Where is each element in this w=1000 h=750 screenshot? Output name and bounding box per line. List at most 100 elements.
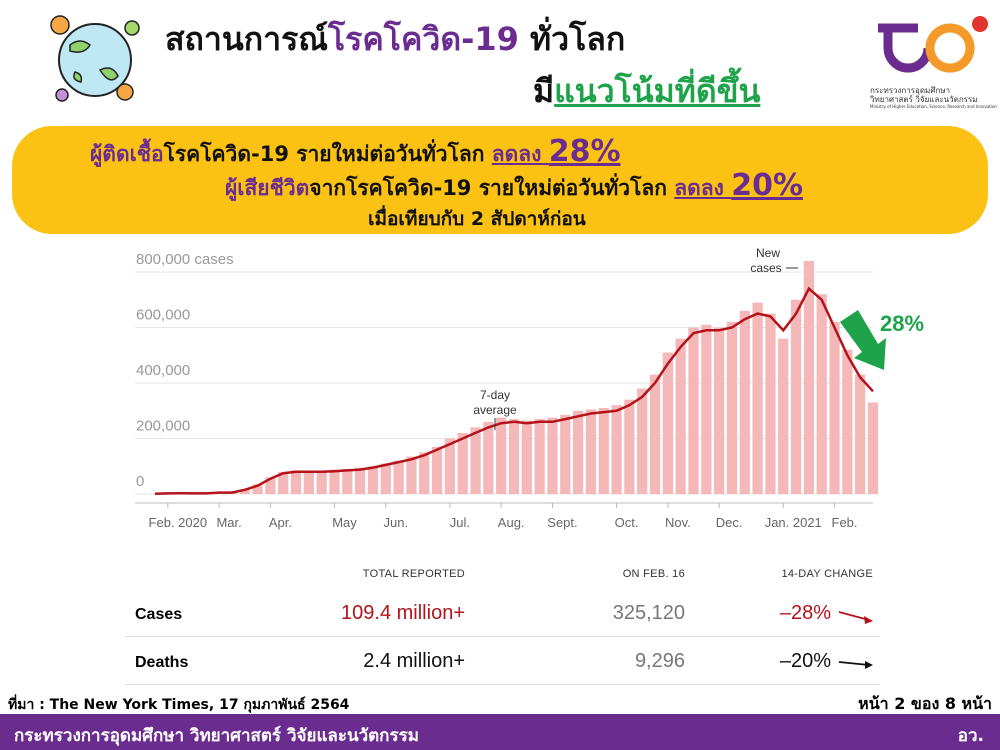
bar: [239, 489, 250, 494]
bar: [355, 467, 366, 494]
bar: [701, 324, 712, 494]
text-segment: แนวโน้มที่ดีขึ้น: [554, 72, 761, 110]
y-tick-label: 400,000: [136, 362, 190, 379]
y-tick-label: 800,000 cases: [136, 251, 234, 268]
bar: [329, 469, 340, 494]
y-tick-label: 200,000: [136, 418, 190, 435]
logo-line: วิทยาศาสตร์ วิจัยและนวัตกรรม: [870, 95, 978, 104]
bar: [714, 327, 725, 494]
bar: [431, 446, 443, 494]
banner-line-1: ผู้ติดเชื้อโรคโควิด-19 รายใหม่ต่อวันทั่ว…: [90, 134, 621, 171]
bar: [790, 299, 802, 494]
text-segment: โรคโควิด-19 รายใหม่ต่อวันทั่วโลก: [163, 142, 492, 166]
bar: [572, 410, 584, 494]
line-label: average: [473, 403, 517, 417]
bar: [560, 414, 571, 494]
table-cell: –28%: [779, 602, 831, 624]
globe-icon: [50, 15, 140, 102]
bar: [688, 327, 699, 494]
text-segment: 20%: [731, 168, 804, 203]
bar: [739, 310, 750, 494]
x-tick-label: Aug.: [498, 515, 525, 530]
bar: [598, 407, 609, 494]
row-separator: [125, 636, 880, 637]
text-segment: ผู้เสียชีวิต: [225, 176, 310, 200]
bar: [252, 484, 263, 494]
bar: [842, 349, 853, 494]
bar: [675, 338, 686, 494]
bar: [867, 402, 879, 494]
bar: [778, 338, 789, 494]
x-tick-label: Oct.: [615, 515, 639, 530]
bar: [855, 374, 866, 494]
x-tick-label: Sept.: [547, 515, 577, 530]
text-segment: ลดลง: [674, 176, 732, 200]
bar-label: cases: [750, 261, 781, 275]
bar: [496, 417, 507, 494]
x-tick-label: Jun.: [383, 515, 408, 530]
page-number: หน้า 2 ของ 8 หน้า: [858, 694, 992, 713]
x-tick-label: May: [332, 515, 357, 530]
text-segment: ทั่วโลก: [518, 20, 626, 58]
chart: 0 200,000 400,000 600,000 800,000 cases Feb. …: [135, 246, 924, 530]
text-segment: โรคโควิด-19: [327, 20, 519, 58]
bar: [316, 470, 327, 494]
table-cell: 2.4 million+: [363, 650, 465, 672]
text-segment: มี: [533, 72, 555, 110]
table-cell: –20%: [779, 650, 831, 672]
table-header: ON FEB. 16: [622, 568, 685, 580]
change-label: 28%: [880, 311, 924, 336]
bar: [803, 260, 815, 494]
table-header: TOTAL REPORTED: [362, 568, 465, 580]
text-segment: ลดลง: [491, 142, 549, 166]
bar: [624, 399, 635, 494]
bar: [290, 470, 302, 494]
title-line-1: สถานการณ์โรคโควิด-19 ทั่วโลก: [165, 14, 625, 65]
y-tick-label: 600,000: [136, 307, 190, 324]
line-label: 7-day: [480, 388, 510, 402]
x-tick-label: Feb.: [832, 515, 858, 530]
bar: [662, 352, 673, 494]
bar: [342, 469, 353, 494]
text-segment: เมื่อเทียบกับ 2 สัปดาห์ก่อน: [368, 208, 586, 230]
change-arrow: [840, 310, 886, 370]
bar: [483, 421, 494, 494]
text-segment: 28%: [548, 134, 621, 169]
ministry: กระทรวงการอุดมศึกษา วิทยาศาสตร์ วิจัยและ…: [14, 726, 419, 746]
bar: [380, 463, 391, 494]
bar: [508, 419, 520, 494]
x-tick-label: Jul.: [450, 515, 470, 530]
bar: [829, 321, 840, 494]
bar: [752, 302, 763, 494]
banner-line-3: เมื่อเทียบกับ 2 สัปดาห์ก่อน: [368, 204, 586, 234]
bar: [406, 456, 417, 494]
text-segment: จากโรคโควิด-19 รายใหม่ต่อวันทั่วโลก: [309, 176, 675, 200]
bar: [765, 313, 776, 494]
text-segment: สถานการณ์: [165, 20, 328, 58]
table-cell: 9,296: [634, 650, 685, 672]
bar: [547, 417, 558, 494]
x-tick-label: Jan. 2021: [765, 515, 822, 530]
table-cell: 325,120: [612, 602, 685, 624]
bar: [585, 409, 597, 494]
x-tick-label: Mar.: [216, 515, 241, 530]
bar: [611, 405, 622, 494]
bar: [367, 466, 379, 494]
title-line-2: มีแนวโน้มที่ดีขึ้น: [533, 66, 760, 117]
ministry-abbr: อว.: [957, 726, 984, 746]
bar: [457, 432, 468, 494]
row-label: Cases: [135, 606, 183, 623]
row-separator: [125, 684, 880, 685]
footer-bar: กระทรวงการอุดมศึกษา วิทยาศาสตร์ วิจัยและ…: [0, 714, 1000, 750]
bar: [470, 427, 481, 494]
bar-label: New: [756, 246, 780, 260]
table-cell: 109.4 million+: [341, 602, 465, 624]
logo: [878, 16, 988, 73]
bar: [278, 471, 289, 494]
line: [154, 286, 874, 495]
table-header: 14-DAY CHANGE: [781, 568, 873, 580]
bar: [419, 452, 430, 494]
logo-line: กระทรวงการอุดมศึกษา: [870, 86, 950, 95]
x-tick-label: Dec.: [716, 515, 743, 530]
